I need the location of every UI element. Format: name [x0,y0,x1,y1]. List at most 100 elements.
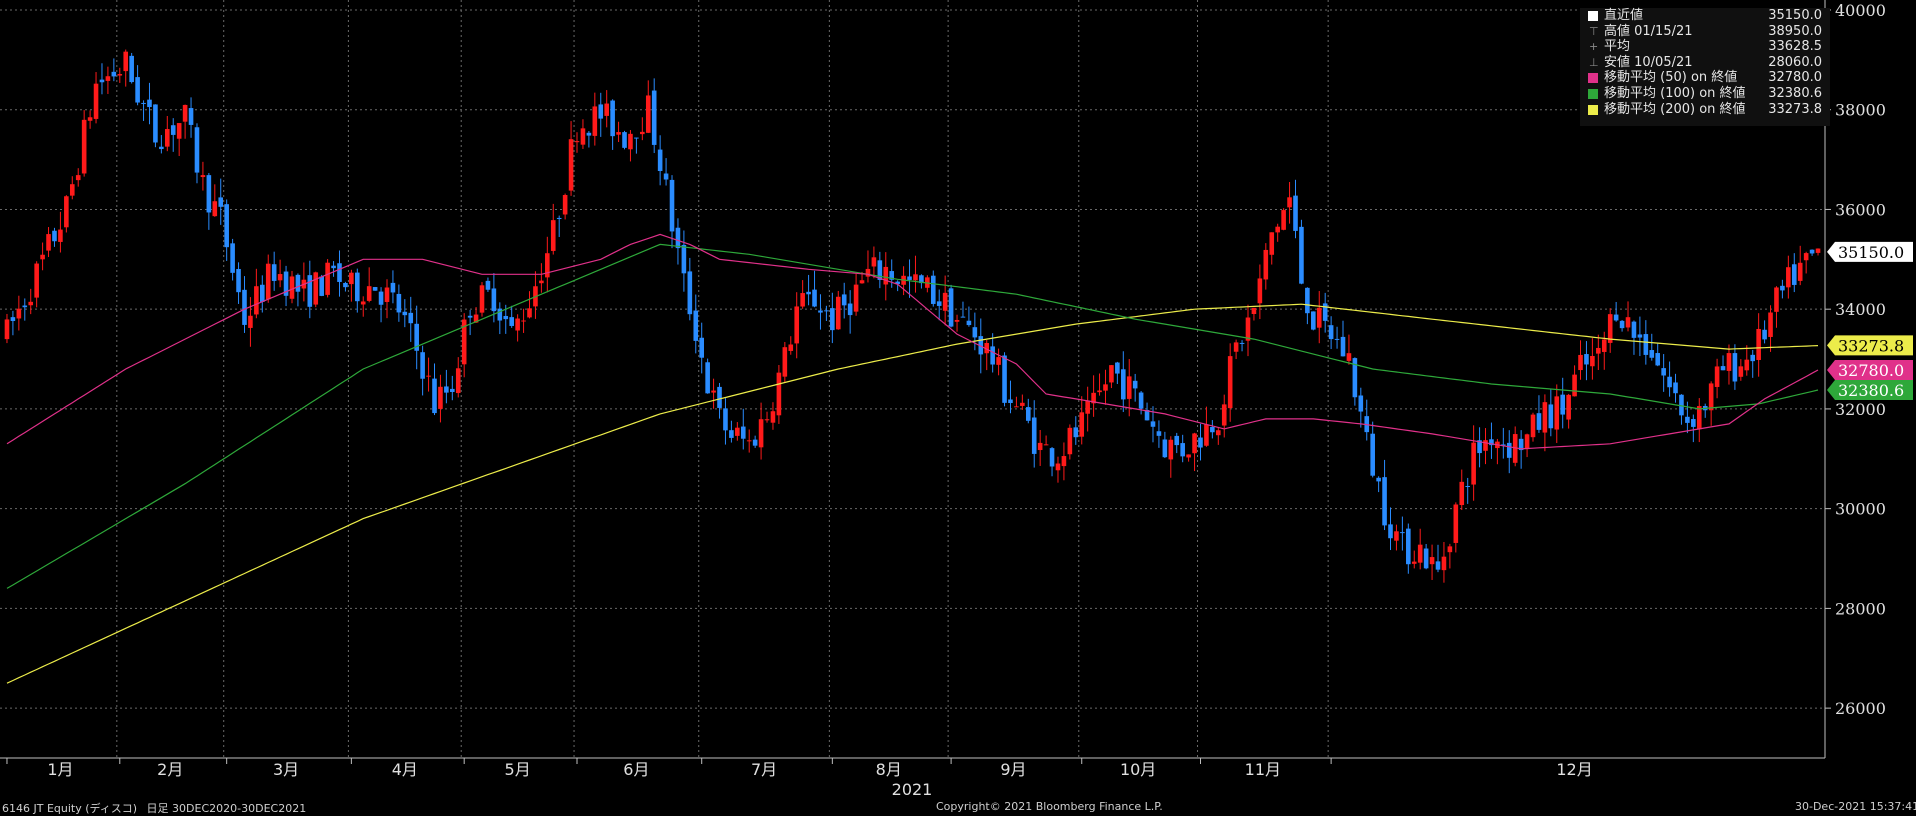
candle-body [313,272,319,305]
candle-body [111,71,117,77]
year-label: 2021 [892,780,933,799]
x-tick-label: 12月 [1556,760,1592,779]
candle-body [853,284,859,312]
candle-body [657,149,663,172]
candle-body [1269,232,1275,255]
candle-body [919,275,924,284]
candle-body [776,372,782,416]
candle-body [604,103,609,116]
candle-body [69,184,75,196]
candle-body [687,271,693,315]
legend-swatch [1588,73,1598,84]
candle-body [188,108,194,125]
candle-body [1708,383,1714,411]
value-tag: 32380.6 [1827,379,1913,400]
candle-body [746,440,752,442]
candle-body [1204,424,1209,446]
candle-body [1109,365,1114,383]
copyright-text: Copyright© 2021 Bloomberg Finance L.P. [936,800,1163,813]
y-tick-label: 30000 [1835,500,1886,519]
candles [4,49,1821,583]
candle-body [1809,249,1815,254]
candle-body [1376,477,1381,482]
value-tag-label: 32780.0 [1838,361,1904,380]
candle-body [1726,353,1732,371]
candle-body [16,308,22,319]
legend-value: 33628.5 [1768,39,1822,55]
candle-body [1714,366,1720,387]
candle-body [503,315,509,320]
candle-body [1631,321,1637,338]
candle-body [1097,390,1102,393]
y-tick-label: 36000 [1835,200,1886,219]
candle-body [432,378,437,414]
candle-body [574,141,580,143]
legend-swatch [1588,88,1598,99]
candle-body [1008,399,1013,403]
candle-body [271,264,277,281]
candle-body [764,419,770,421]
candle-body [1554,396,1560,430]
candle-body [426,375,431,377]
candle-body [1103,384,1108,391]
candle-body [913,274,918,281]
candle-body [788,344,794,351]
candle-body [990,346,995,365]
candle-body [1299,226,1304,284]
candle-body [978,336,984,355]
candle-body [1233,342,1239,352]
candle-body [1441,556,1447,571]
candle-body [1174,435,1180,446]
candle-body [723,408,728,431]
candle-body [473,314,479,323]
legend-swatch [1588,104,1598,115]
candle-body [10,317,16,322]
legend-value: 28060.0 [1768,54,1822,70]
candle-body [384,287,390,302]
candle-body [1370,433,1375,476]
ma100-line [6,243,1819,589]
x-tick-label: 2月 [157,760,183,779]
candle-body [485,280,491,290]
x-tick-label: 1月 [47,760,73,779]
candle-body [1625,317,1631,328]
value-tag: 35150.0 [1827,241,1913,262]
candle-body [438,386,443,409]
candle-body [1168,439,1174,460]
candle-body [1501,444,1506,446]
candle-body [1732,353,1738,382]
x-tick-label: 5月 [505,760,531,779]
candle-body [200,175,206,178]
candle-body [651,90,657,145]
candle-body [461,319,467,365]
candle-body [1447,546,1453,553]
candle-body [1506,442,1512,458]
y-tick-label: 40000 [1835,1,1886,20]
candle-body [230,243,235,273]
candle-body [1649,350,1655,358]
candle-body [568,139,574,191]
candle-body [497,308,503,321]
candle-body [1144,409,1150,421]
candle-body [1560,394,1566,415]
security-name: 6146 JT Equity (ディスコ) [2,802,138,815]
candle-body [509,317,514,326]
candle-body [930,275,936,304]
candle-body [337,263,342,282]
candle-body [81,119,87,174]
candle-body [782,347,788,377]
candle-body [859,280,865,284]
candle-body [248,315,253,328]
candle-body [58,229,63,242]
legend-item: 直近値 35150.0 [1580,8,1830,24]
candle-body [645,95,651,133]
candle-body [307,275,313,307]
candle-body [515,318,520,331]
ma200-line [6,303,1819,684]
candle-body [812,289,817,307]
candle-body [883,266,889,285]
candle-body [1429,557,1435,565]
candle-body [1132,380,1138,389]
candle-body [717,386,722,408]
legend-item: 移動平均 (100) on 終値 32380.6 [1580,86,1830,102]
